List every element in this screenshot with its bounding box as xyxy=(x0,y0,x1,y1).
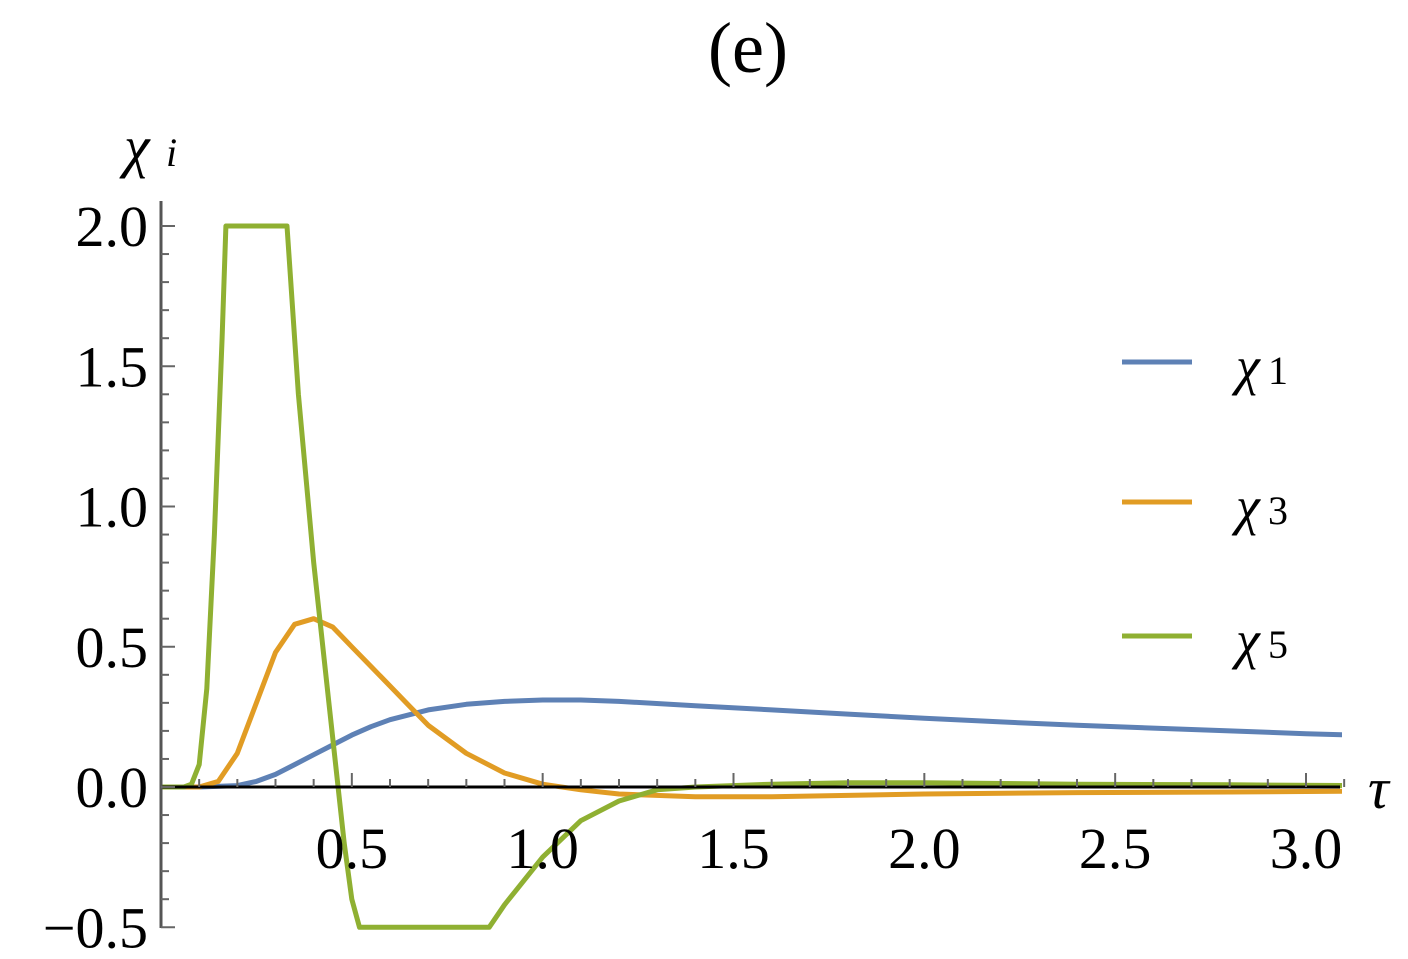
y-axis-label-sub: i xyxy=(166,130,177,175)
x-tick-label: 3.0 xyxy=(1270,816,1343,881)
y-tick-label: −0.5 xyxy=(43,895,148,959)
legend-label-sub: 5 xyxy=(1268,622,1288,667)
y-tick-label: 0.0 xyxy=(76,755,149,820)
y-tick-label: 1.5 xyxy=(76,334,149,399)
x-tick-label: 0.5 xyxy=(316,816,389,881)
x-tick-label: 1.0 xyxy=(506,816,579,881)
legend-label-sub: 3 xyxy=(1268,488,1288,533)
y-tick-label: 0.5 xyxy=(76,615,149,680)
legend: χ 1χ 3χ 5 xyxy=(1122,336,1288,670)
legend-label-sub: 1 xyxy=(1268,348,1288,393)
chart-title: (e) xyxy=(708,8,788,88)
x-tick-label: 1.5 xyxy=(697,816,770,881)
legend-label: χ xyxy=(1231,336,1261,396)
axes: 0.5 1.0 1.5 2.0 2.5 3.0 −0.5 0.0 0.5 1.0 1.5 2.0 xyxy=(43,194,1346,959)
x-tick-label: 2.5 xyxy=(1079,816,1152,881)
series-line-1 xyxy=(161,697,1342,790)
y-tick-label: 1.0 xyxy=(76,475,149,540)
x-axis-label: τ xyxy=(1368,756,1391,821)
y-axis-label-text: χ xyxy=(119,114,151,179)
x-axis-label-text: τ xyxy=(1368,756,1391,821)
x-tick-label: 2.0 xyxy=(888,816,961,881)
series-line-3 xyxy=(161,616,1342,800)
y-tick-label: 2.0 xyxy=(76,194,149,259)
legend-label: χ xyxy=(1231,610,1261,670)
legend-label: χ xyxy=(1231,476,1261,536)
